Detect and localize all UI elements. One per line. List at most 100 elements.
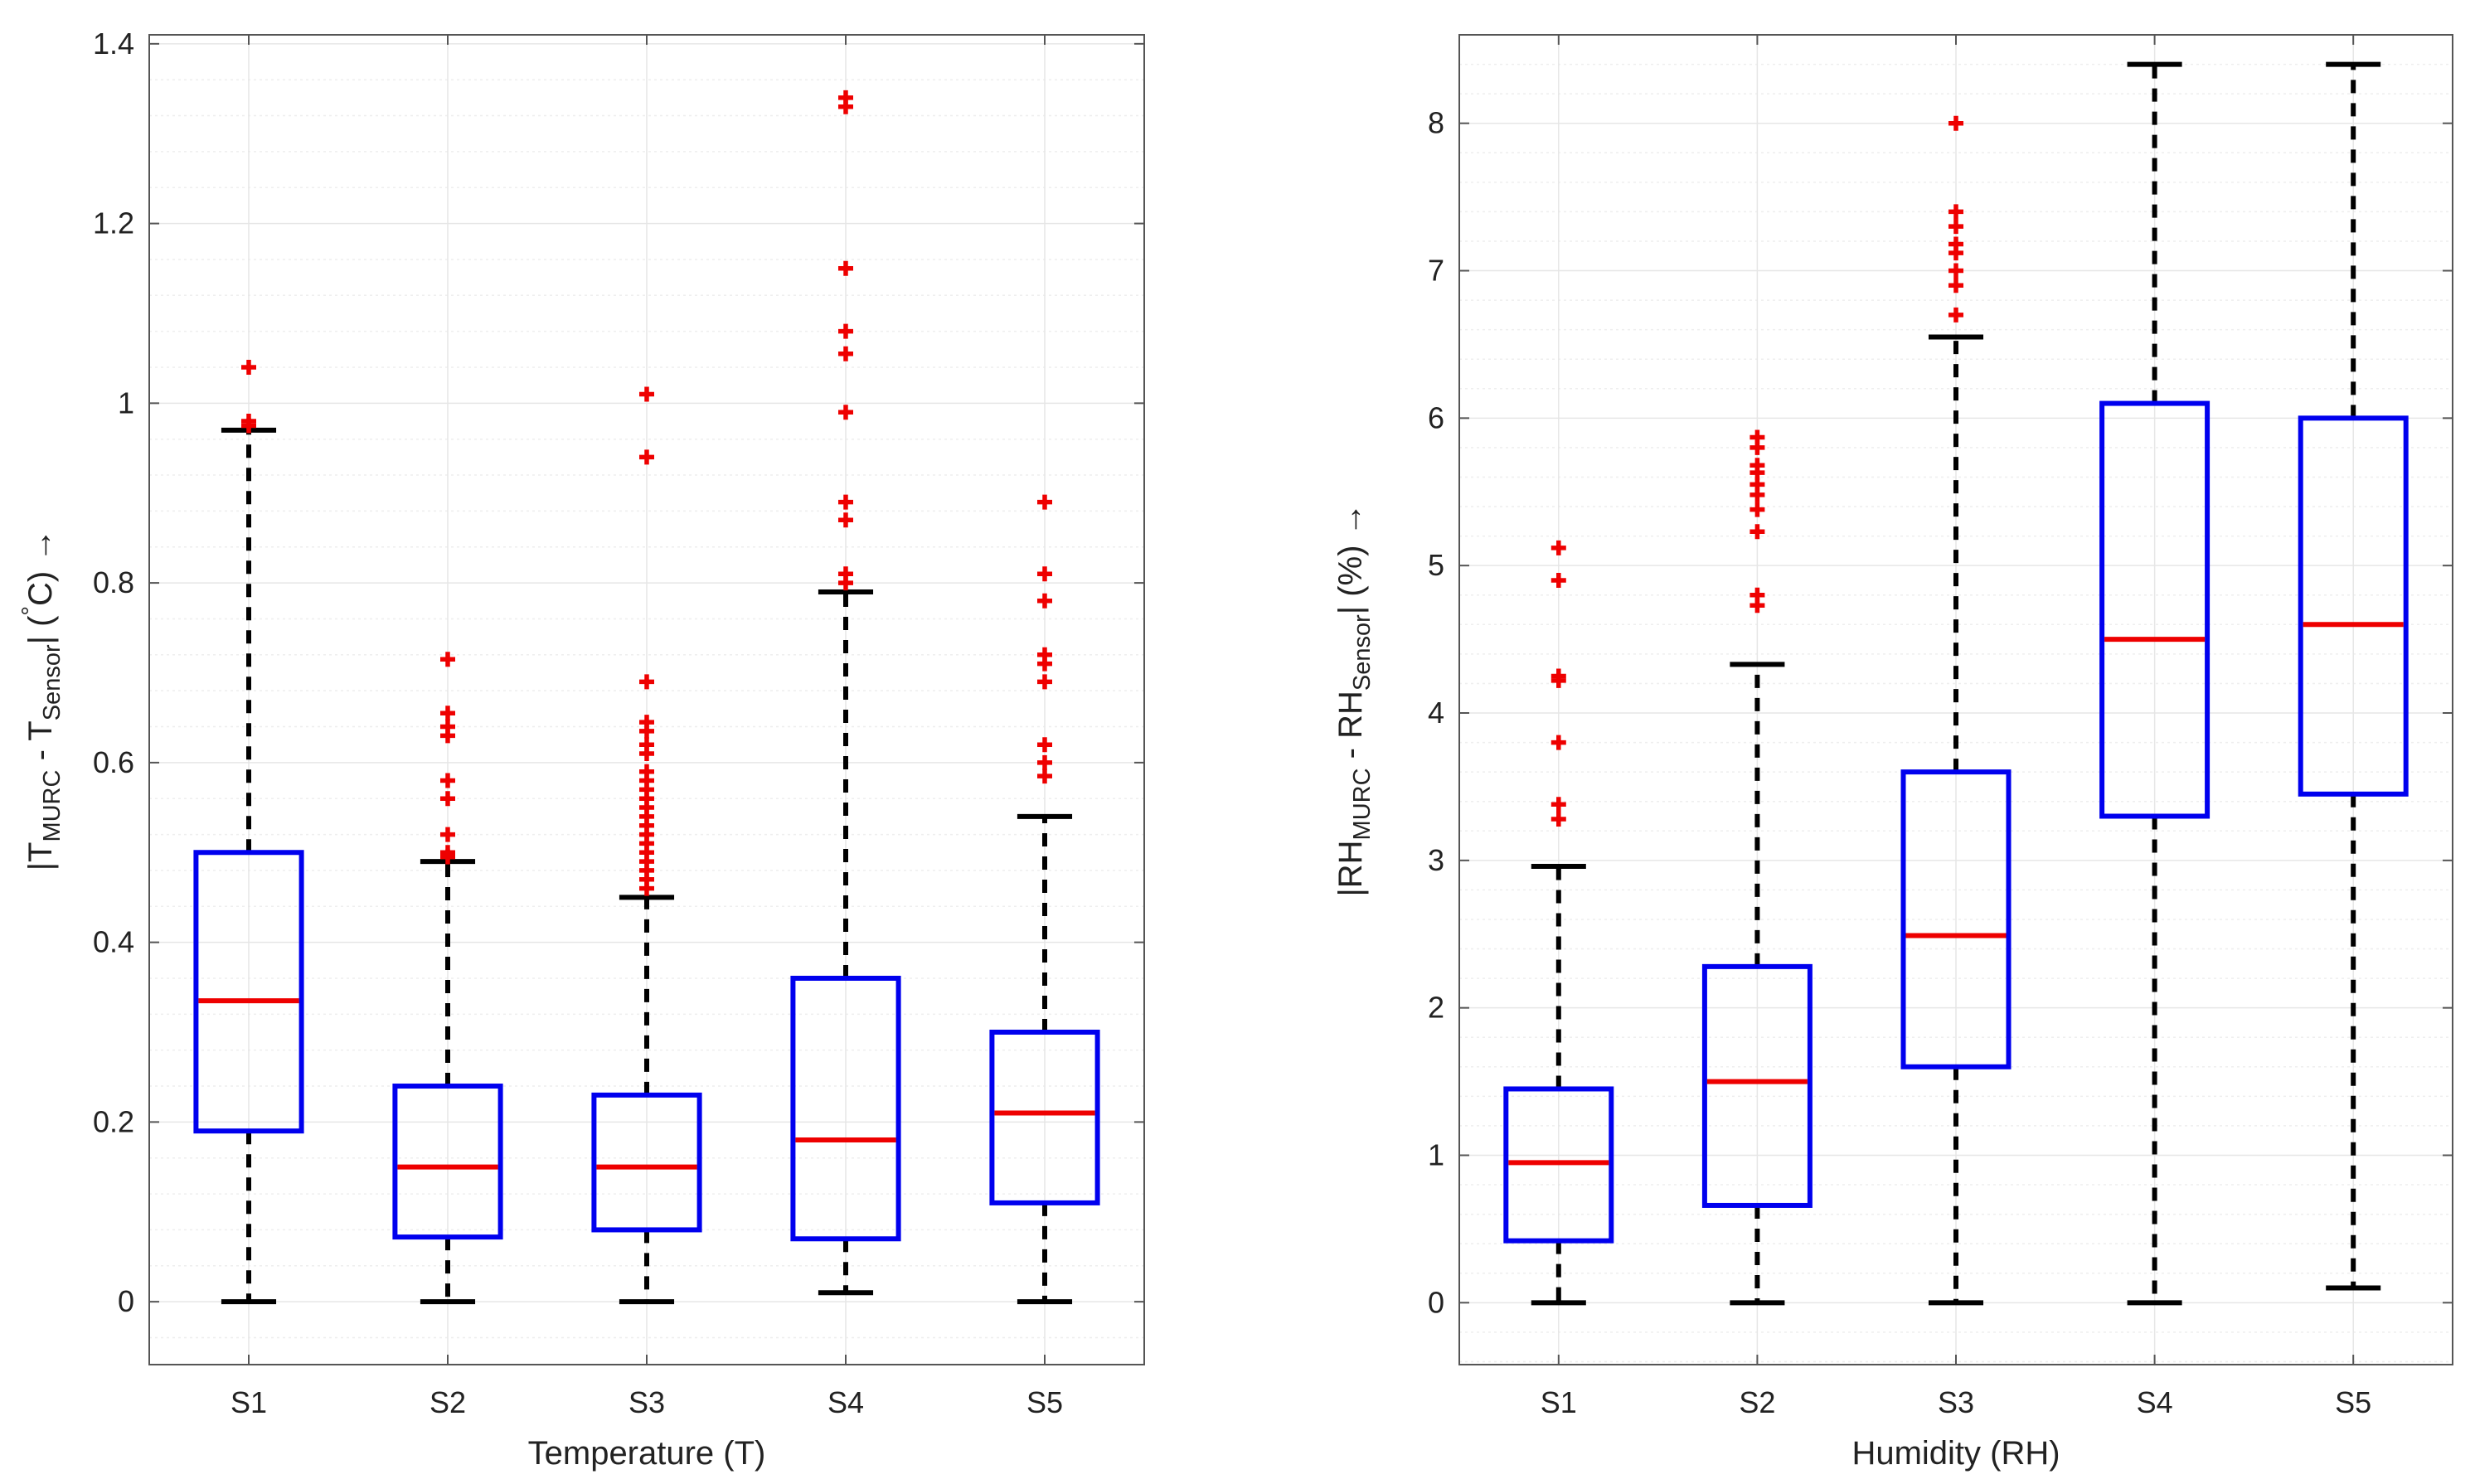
outlier-marker	[440, 706, 455, 721]
box-s4	[790, 90, 901, 1296]
y-axis-title-part: |T	[22, 842, 59, 871]
outlier-marker	[1551, 572, 1566, 588]
box-s5	[2298, 61, 2409, 1291]
outlier-marker	[1037, 593, 1052, 609]
x-tick-label-s2: S2	[1739, 1385, 1775, 1419]
outlier-marker	[1749, 429, 1765, 445]
y-tick-label: 0.8	[93, 565, 134, 599]
outlier-marker	[1551, 812, 1566, 827]
x-tick-label-s3: S3	[628, 1385, 665, 1419]
y-axis-title-part: - RH	[1332, 691, 1369, 768]
iqr-box	[193, 850, 304, 1134]
x-tick-label-s5: S5	[2335, 1385, 2371, 1419]
y-tick-label: 0	[1428, 1285, 1444, 1319]
outlier-marker	[639, 674, 654, 690]
outlier-marker	[440, 652, 455, 667]
y-axis-title-subscript: MURC	[1349, 768, 1376, 840]
outlier-marker	[1037, 737, 1052, 753]
outlier-marker	[1749, 524, 1765, 540]
x-tick-label-s3: S3	[1938, 1385, 1974, 1419]
y-tick-label: 1.4	[93, 27, 134, 61]
box-s1	[1503, 540, 1614, 1306]
x-tick-label-s4: S4	[2137, 1385, 2173, 1419]
y-tick-label: 0.2	[93, 1104, 134, 1138]
outlier-marker	[1551, 668, 1566, 684]
y-axis-title-part: °	[17, 606, 44, 616]
outlier-marker	[1948, 236, 1963, 252]
y-tick-label: 2	[1428, 991, 1444, 1025]
outlier-marker	[838, 494, 853, 510]
iqr-box	[989, 1030, 1100, 1205]
y-tick-label: 1	[1428, 1137, 1444, 1171]
outlier-marker	[1037, 754, 1052, 770]
outlier-marker	[241, 414, 256, 429]
outlier-marker	[639, 764, 654, 779]
y-tick-label: 4	[1428, 696, 1444, 730]
iqr-box	[392, 1084, 503, 1240]
outlier-marker	[838, 260, 853, 276]
y-axis-title-part: | (%) →	[1332, 502, 1369, 614]
outlier-marker	[1948, 219, 1963, 235]
iqr-box	[1900, 769, 2012, 1069]
outlier-marker	[1037, 674, 1052, 690]
outlier-marker	[1551, 735, 1566, 750]
outlier-marker	[838, 566, 853, 582]
y-tick-label: 0.4	[93, 925, 134, 959]
box-s4	[2099, 61, 2211, 1306]
y-tick-label: 8	[1428, 106, 1444, 140]
box-s5	[989, 494, 1100, 1305]
y-axis-title-part: |RH	[1332, 840, 1369, 896]
y-axis-title-subscript: Sensor	[1349, 614, 1376, 691]
outlier-marker	[1948, 115, 1963, 131]
outlier-marker	[1749, 458, 1765, 473]
iqr-box	[1701, 963, 1813, 1208]
outlier-marker	[639, 386, 654, 402]
outlier-marker	[1037, 566, 1052, 582]
y-tick-label: 5	[1428, 548, 1444, 582]
y-axis-title-part: | (	[22, 615, 59, 645]
outlier-marker	[1037, 769, 1052, 784]
y-axis-title-subscript: Sensor	[39, 644, 66, 720]
outlier-marker	[838, 323, 853, 339]
y-tick-label: 1.2	[93, 206, 134, 240]
y-axis-title-part: - T	[22, 720, 59, 769]
outlier-marker	[1037, 647, 1052, 662]
box-s2	[392, 652, 503, 1305]
iqr-box	[2298, 415, 2409, 797]
iqr-box	[2099, 400, 2211, 819]
outlier-marker	[838, 90, 853, 105]
y-tick-label: 3	[1428, 843, 1444, 877]
outlier-marker	[440, 719, 455, 735]
y-tick-label: 0.6	[93, 745, 134, 779]
box-s1	[193, 360, 304, 1305]
outlier-marker	[440, 845, 455, 861]
x-tick-label-s1: S1	[1541, 1385, 1577, 1419]
outlier-marker	[1948, 278, 1963, 293]
outlier-marker	[440, 773, 455, 788]
outlier-marker	[639, 449, 654, 465]
box-s3	[1900, 115, 2012, 1306]
outlier-marker	[639, 715, 654, 730]
humidity-boxplot-panel: 0 1 2 3 4 5 6 7 8 S1 S2 S3 S4 S5 Humidity (RH) |RHMURC …	[1332, 34, 2453, 1472]
box-s3	[591, 386, 702, 1305]
outlier-marker	[639, 737, 654, 753]
iqr-box	[591, 1092, 702, 1233]
y-tick-label: 0	[118, 1284, 134, 1318]
x-tick-label-s4: S4	[827, 1385, 864, 1419]
iqr-box	[1503, 1086, 1614, 1244]
x-tick-label-s2: S2	[429, 1385, 466, 1419]
x-axis-title: Humidity (RH)	[1851, 1435, 2060, 1472]
outlier-marker	[838, 512, 853, 528]
x-tick-label-s1: S1	[231, 1385, 267, 1419]
outlier-marker	[838, 405, 853, 420]
y-tick-label: 1	[118, 386, 134, 419]
outlier-marker	[838, 346, 853, 361]
outlier-marker	[1948, 307, 1963, 323]
outlier-marker	[1551, 797, 1566, 812]
iqr-box	[790, 975, 901, 1242]
y-axis-title-subscript: MURC	[39, 770, 66, 842]
outlier-marker	[1749, 587, 1765, 603]
x-tick-label-s5: S5	[1026, 1385, 1063, 1419]
y-tick-label: 6	[1428, 400, 1444, 434]
